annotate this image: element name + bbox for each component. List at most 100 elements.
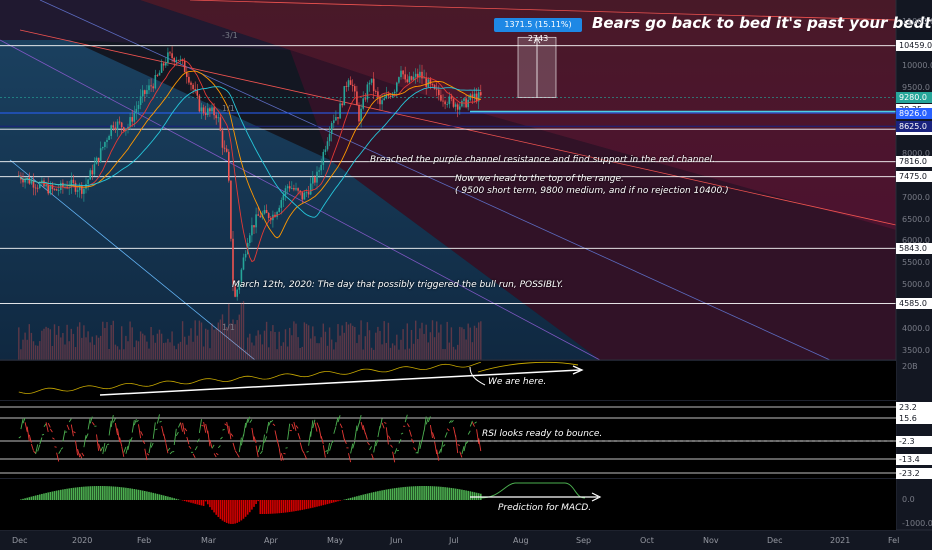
volume-bar (57, 326, 60, 360)
rsi-segment (20, 418, 24, 430)
macd-bar (383, 489, 385, 500)
rsi-segment (270, 419, 274, 423)
volume-bar (167, 338, 169, 360)
candle-body (473, 93, 476, 98)
candle-body (253, 225, 255, 228)
volume-bar (295, 323, 297, 360)
volume-bar (68, 341, 70, 360)
candle-body (85, 184, 87, 189)
volume-bar (307, 325, 310, 360)
macd-bar (198, 500, 201, 505)
red-channel-fill (140, 0, 896, 230)
candle-body (110, 125, 112, 136)
macd-bar (169, 497, 171, 500)
candle-body (164, 62, 167, 66)
candle-body (158, 72, 161, 76)
volume-bar (364, 336, 366, 360)
candle-body (150, 85, 152, 87)
candle-body (343, 86, 346, 106)
candle-body (28, 177, 31, 184)
volume-bar (429, 332, 432, 360)
volume-bar (448, 342, 450, 360)
candle-body (38, 183, 41, 188)
macd-bar (328, 500, 331, 504)
volume-bar (303, 322, 306, 360)
volume-bar (93, 344, 96, 360)
macd-bar (356, 496, 358, 500)
rsi-segment (337, 415, 341, 423)
volume-bar (372, 349, 375, 360)
candle-body (127, 126, 129, 130)
macd-bar (227, 500, 230, 524)
rsi-segment (163, 433, 167, 443)
measurement-badge: 1371.5 (15.11%) 2743 (494, 18, 582, 43)
rsi-segment (436, 449, 440, 461)
candle-body (316, 171, 318, 183)
volume-bar (156, 333, 159, 360)
rsi-segment (474, 421, 477, 424)
candle-body (148, 85, 150, 91)
candle-body (370, 78, 373, 83)
candle-body (288, 186, 291, 189)
macd-axis-label: -1000.0 (902, 518, 932, 528)
candle-body (135, 108, 138, 113)
volume-bar (106, 322, 108, 360)
ma-long-line (18, 86, 481, 218)
candle-body (372, 78, 375, 92)
macd-bar (118, 487, 121, 500)
macd-bar (30, 496, 33, 500)
candle-body (57, 189, 60, 191)
macd-bar (307, 500, 310, 509)
volume-bar (118, 349, 121, 360)
macd-bar (93, 486, 96, 500)
macd-bar (238, 500, 241, 522)
macd-bar (57, 490, 60, 500)
candle-body (221, 130, 224, 148)
candle-body (341, 103, 343, 106)
rsi-segment (89, 416, 93, 424)
macd-bar (20, 499, 22, 500)
macd-bar (97, 486, 100, 500)
candle-body (433, 85, 436, 89)
rsi-segment (127, 439, 131, 450)
macd-bar (51, 491, 54, 500)
volume-bar (358, 334, 360, 360)
macd-bar (469, 491, 472, 500)
candle-body (471, 94, 474, 98)
volume-bar (190, 328, 192, 360)
fib-label: -3/1 (222, 31, 238, 40)
breached-annotation: Breached the purple channel resistance a… (370, 155, 716, 165)
macd-bar (156, 493, 159, 500)
macd-bar (135, 489, 138, 500)
candle-body (467, 99, 469, 108)
candle-body (22, 179, 24, 183)
macd-bar (131, 488, 133, 500)
volume-bar (66, 324, 68, 360)
macd-bar (461, 489, 463, 500)
volume-bar (83, 325, 85, 360)
volume-bar (120, 326, 123, 360)
candle-body (358, 104, 360, 122)
macd-bar (242, 500, 245, 519)
volume-bar (444, 349, 446, 360)
rsi-segment (140, 430, 144, 436)
rsi-segment (213, 453, 217, 458)
time-tick-label: Feb (137, 536, 152, 545)
macd-bar (288, 500, 291, 513)
rsi-segment (186, 436, 190, 445)
rsi-segment (142, 440, 146, 444)
rsi-segment (146, 453, 150, 456)
volume-bar (452, 346, 455, 360)
rsi-segment (230, 433, 234, 437)
rsi-segment (371, 453, 375, 461)
candle-body (463, 98, 465, 101)
macd-bar (160, 494, 163, 500)
macd-bar (465, 490, 467, 500)
rsi-segment (129, 437, 133, 442)
price-tick-label: 9500.0 (902, 82, 930, 92)
macd-bar (185, 500, 188, 502)
volume-bar (24, 332, 26, 360)
candle-body (322, 151, 325, 165)
macd-bar (412, 486, 415, 500)
